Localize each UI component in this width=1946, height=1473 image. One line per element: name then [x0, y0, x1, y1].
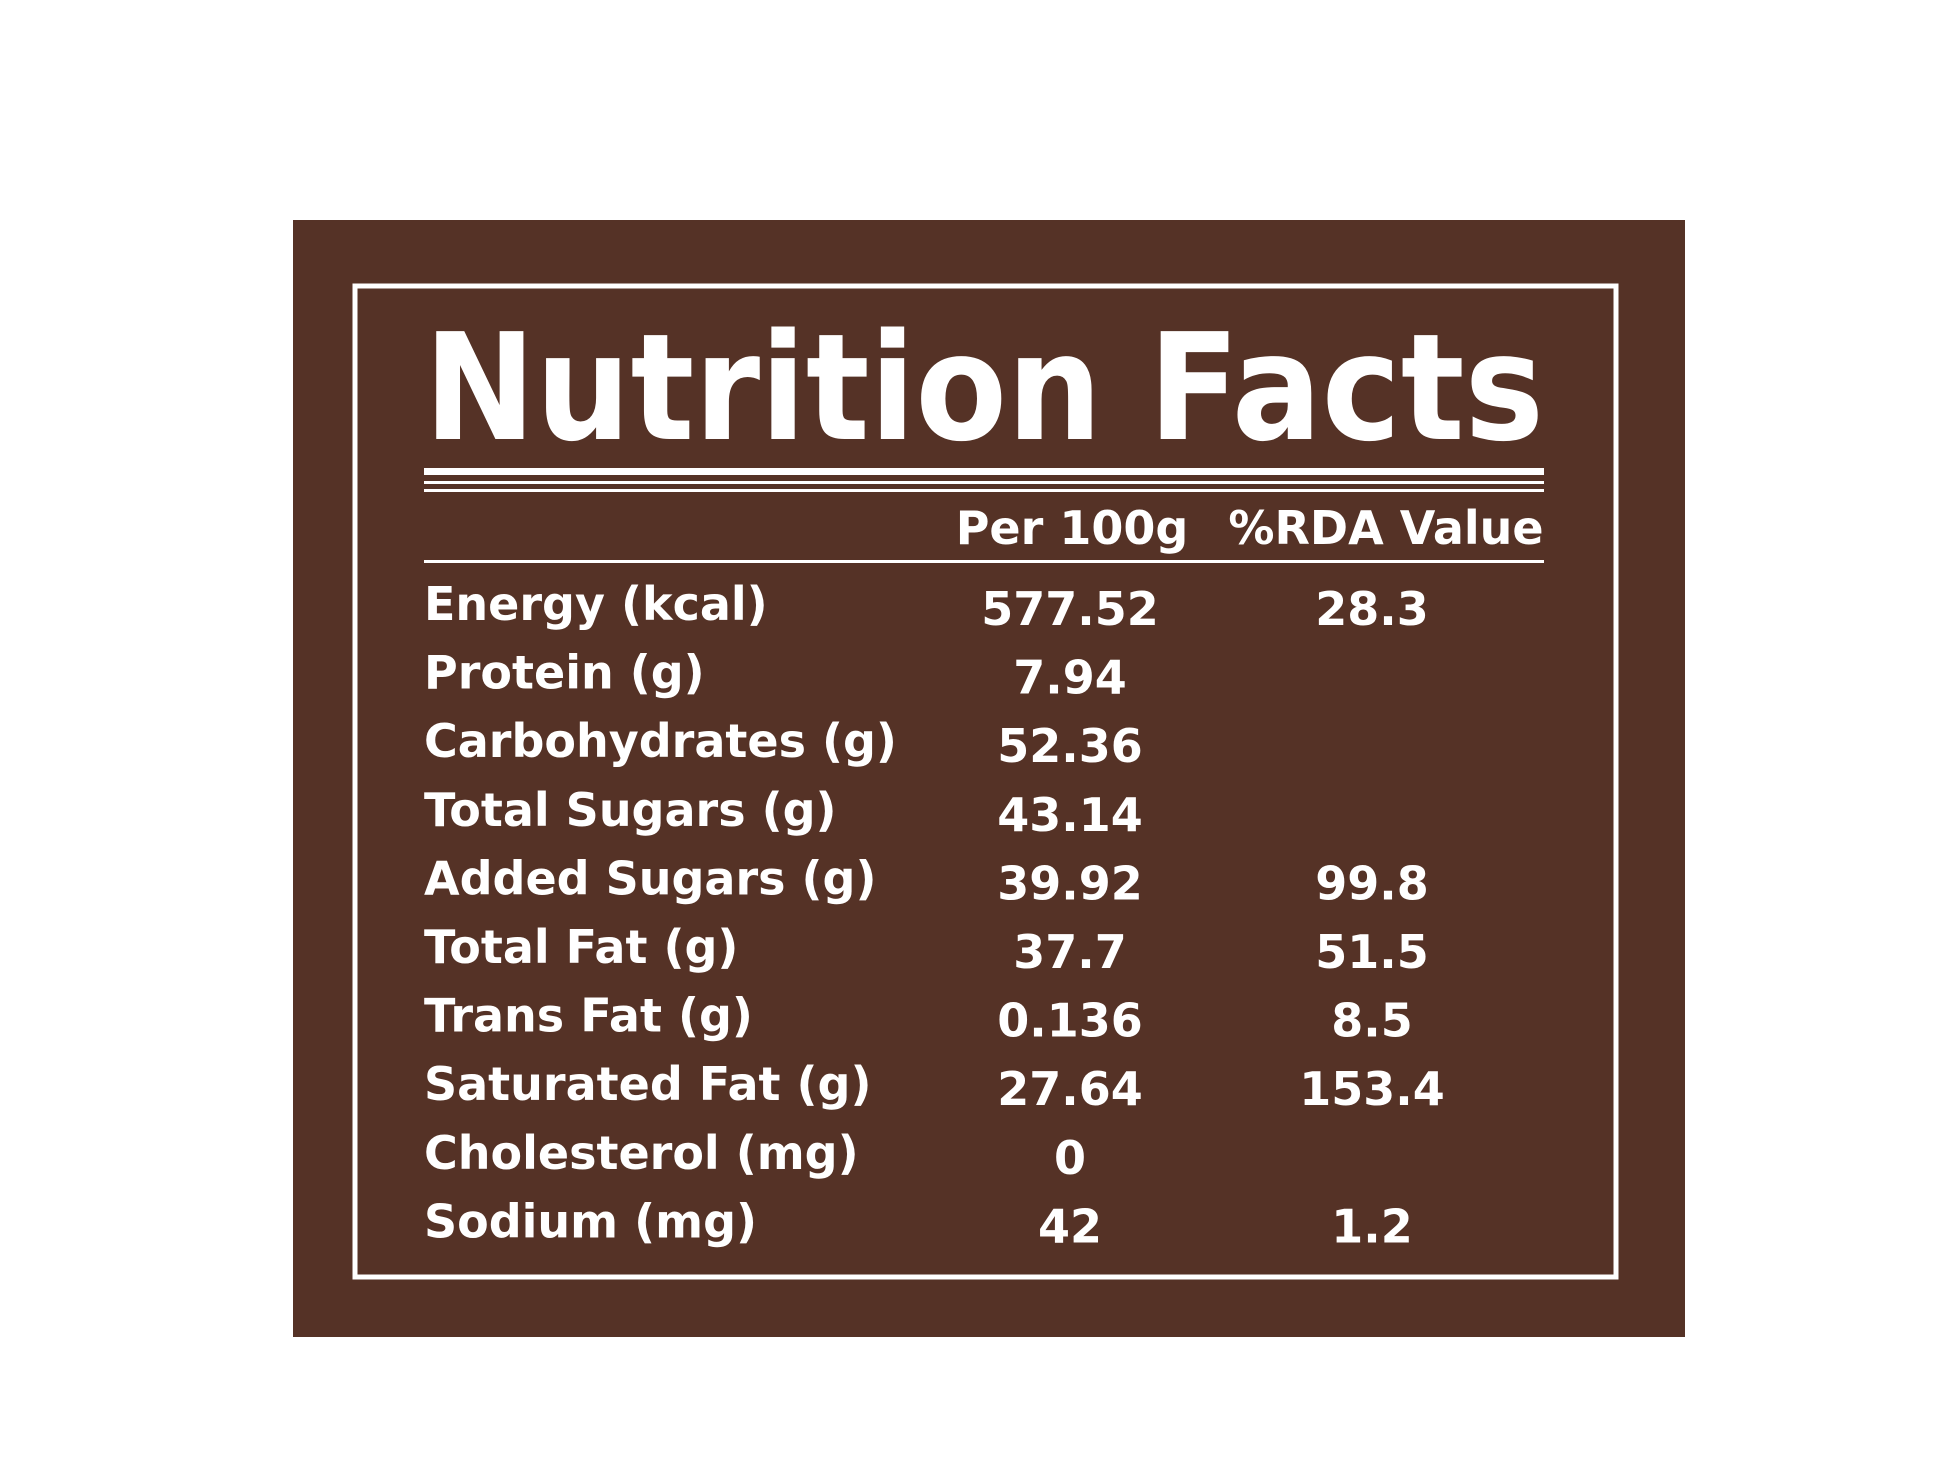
nutrient-label: Protein (g) — [424, 646, 705, 700]
per-100g-value: 0 — [1054, 1131, 1086, 1185]
per-100g-value: 27.64 — [997, 1062, 1143, 1116]
nutrient-label: Saturated Fat (g) — [424, 1057, 872, 1111]
column-header: Per 100g — [956, 501, 1189, 555]
rda-value: 8.5 — [1331, 994, 1413, 1048]
per-100g-value: 42 — [1038, 1199, 1102, 1253]
nutrient-label: Total Sugars (g) — [424, 783, 837, 837]
nutrient-label: Cholesterol (mg) — [424, 1126, 859, 1180]
rda-value: 51.5 — [1315, 925, 1429, 979]
per-100g-value: 52.36 — [997, 719, 1143, 773]
per-100g-value: 43.14 — [997, 788, 1143, 842]
rda-value: 1.2 — [1331, 1199, 1413, 1253]
per-100g-value: 7.94 — [1013, 651, 1127, 705]
column-header: %RDA Value — [1228, 501, 1543, 555]
title: Nutrition Facts — [424, 302, 1544, 474]
nutrient-label: Sodium (mg) — [424, 1194, 757, 1248]
divider-thin — [424, 481, 1544, 484]
nutrient-label: Trans Fat (g) — [424, 989, 753, 1043]
nutrient-label: Total Fat (g) — [424, 920, 738, 974]
rows: Energy (kcal) 577.52 28.3 Protein (g) 7.94 Ca… — [424, 577, 1445, 1253]
nutrient-label: Energy (kcal) — [424, 577, 768, 631]
divider-thin — [424, 489, 1544, 492]
inner-border — [352, 283, 1619, 1280]
nutrient-label: Added Sugars (g) — [424, 851, 877, 905]
per-100g-value: 39.92 — [997, 856, 1143, 910]
rda-value: 28.3 — [1315, 582, 1429, 636]
header-underline — [424, 560, 1544, 563]
divider-thick — [424, 468, 1544, 475]
per-100g-value: 37.7 — [1013, 925, 1127, 979]
per-100g-value: 0.136 — [997, 994, 1143, 1048]
per-100g-value: 577.52 — [981, 582, 1159, 636]
rda-value: 99.8 — [1315, 856, 1429, 910]
nutrient-label: Carbohydrates (g) — [424, 714, 897, 768]
label-panel — [293, 220, 1685, 1337]
rda-value: 153.4 — [1299, 1062, 1445, 1116]
